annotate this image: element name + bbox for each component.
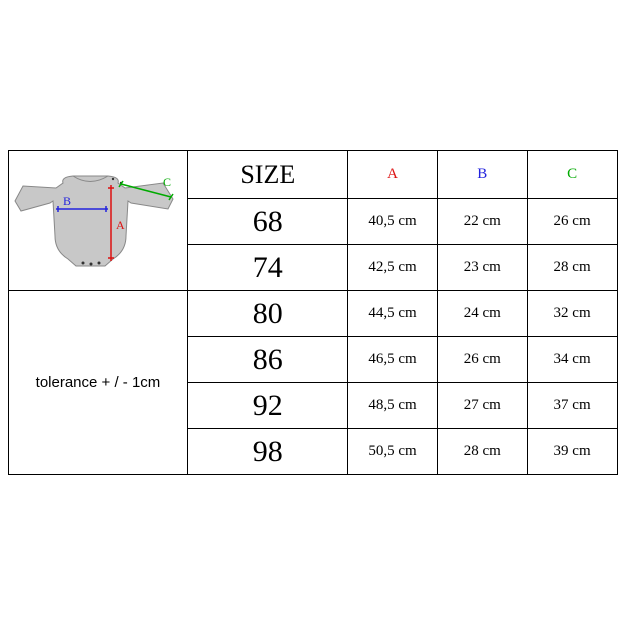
- table-row: tolerance + / - 1cm 80 44,5 cm 24 cm 32 …: [8, 291, 617, 337]
- header-size: SIZE: [188, 151, 348, 199]
- size-value: 74: [188, 245, 348, 291]
- size-value: 92: [188, 383, 348, 429]
- garment-diagram: A B C: [13, 171, 183, 271]
- header-c: C: [527, 151, 617, 199]
- measure-c: 37 cm: [527, 383, 617, 429]
- measure-b: 24 cm: [437, 291, 527, 337]
- diagram-label-c: C: [163, 175, 171, 189]
- diagram-label-a: A: [116, 218, 125, 232]
- header-b: B: [437, 151, 527, 199]
- size-value: 68: [188, 199, 348, 245]
- size-value: 98: [188, 429, 348, 475]
- header-row: A B C SIZE A B C: [8, 151, 617, 199]
- measure-c: 39 cm: [527, 429, 617, 475]
- measure-a: 48,5 cm: [348, 383, 438, 429]
- measure-b: 22 cm: [437, 199, 527, 245]
- diagram-label-b: B: [63, 194, 71, 208]
- measure-a: 50,5 cm: [348, 429, 438, 475]
- measure-a: 46,5 cm: [348, 337, 438, 383]
- measure-b: 23 cm: [437, 245, 527, 291]
- measure-b: 27 cm: [437, 383, 527, 429]
- measure-c: 28 cm: [527, 245, 617, 291]
- size-chart-table: A B C SIZE A B C: [8, 150, 618, 475]
- measure-b: 28 cm: [437, 429, 527, 475]
- measure-b: 26 cm: [437, 337, 527, 383]
- measure-c: 26 cm: [527, 199, 617, 245]
- measure-a: 40,5 cm: [348, 199, 438, 245]
- size-value: 80: [188, 291, 348, 337]
- measure-a: 42,5 cm: [348, 245, 438, 291]
- measure-c: 34 cm: [527, 337, 617, 383]
- size-chart-container: A B C SIZE A B C: [0, 0, 625, 625]
- measure-c: 32 cm: [527, 291, 617, 337]
- measure-a: 44,5 cm: [348, 291, 438, 337]
- tolerance-note: tolerance + / - 1cm: [8, 291, 188, 475]
- garment-diagram-cell: A B C: [8, 151, 188, 291]
- size-value: 86: [188, 337, 348, 383]
- header-a: A: [348, 151, 438, 199]
